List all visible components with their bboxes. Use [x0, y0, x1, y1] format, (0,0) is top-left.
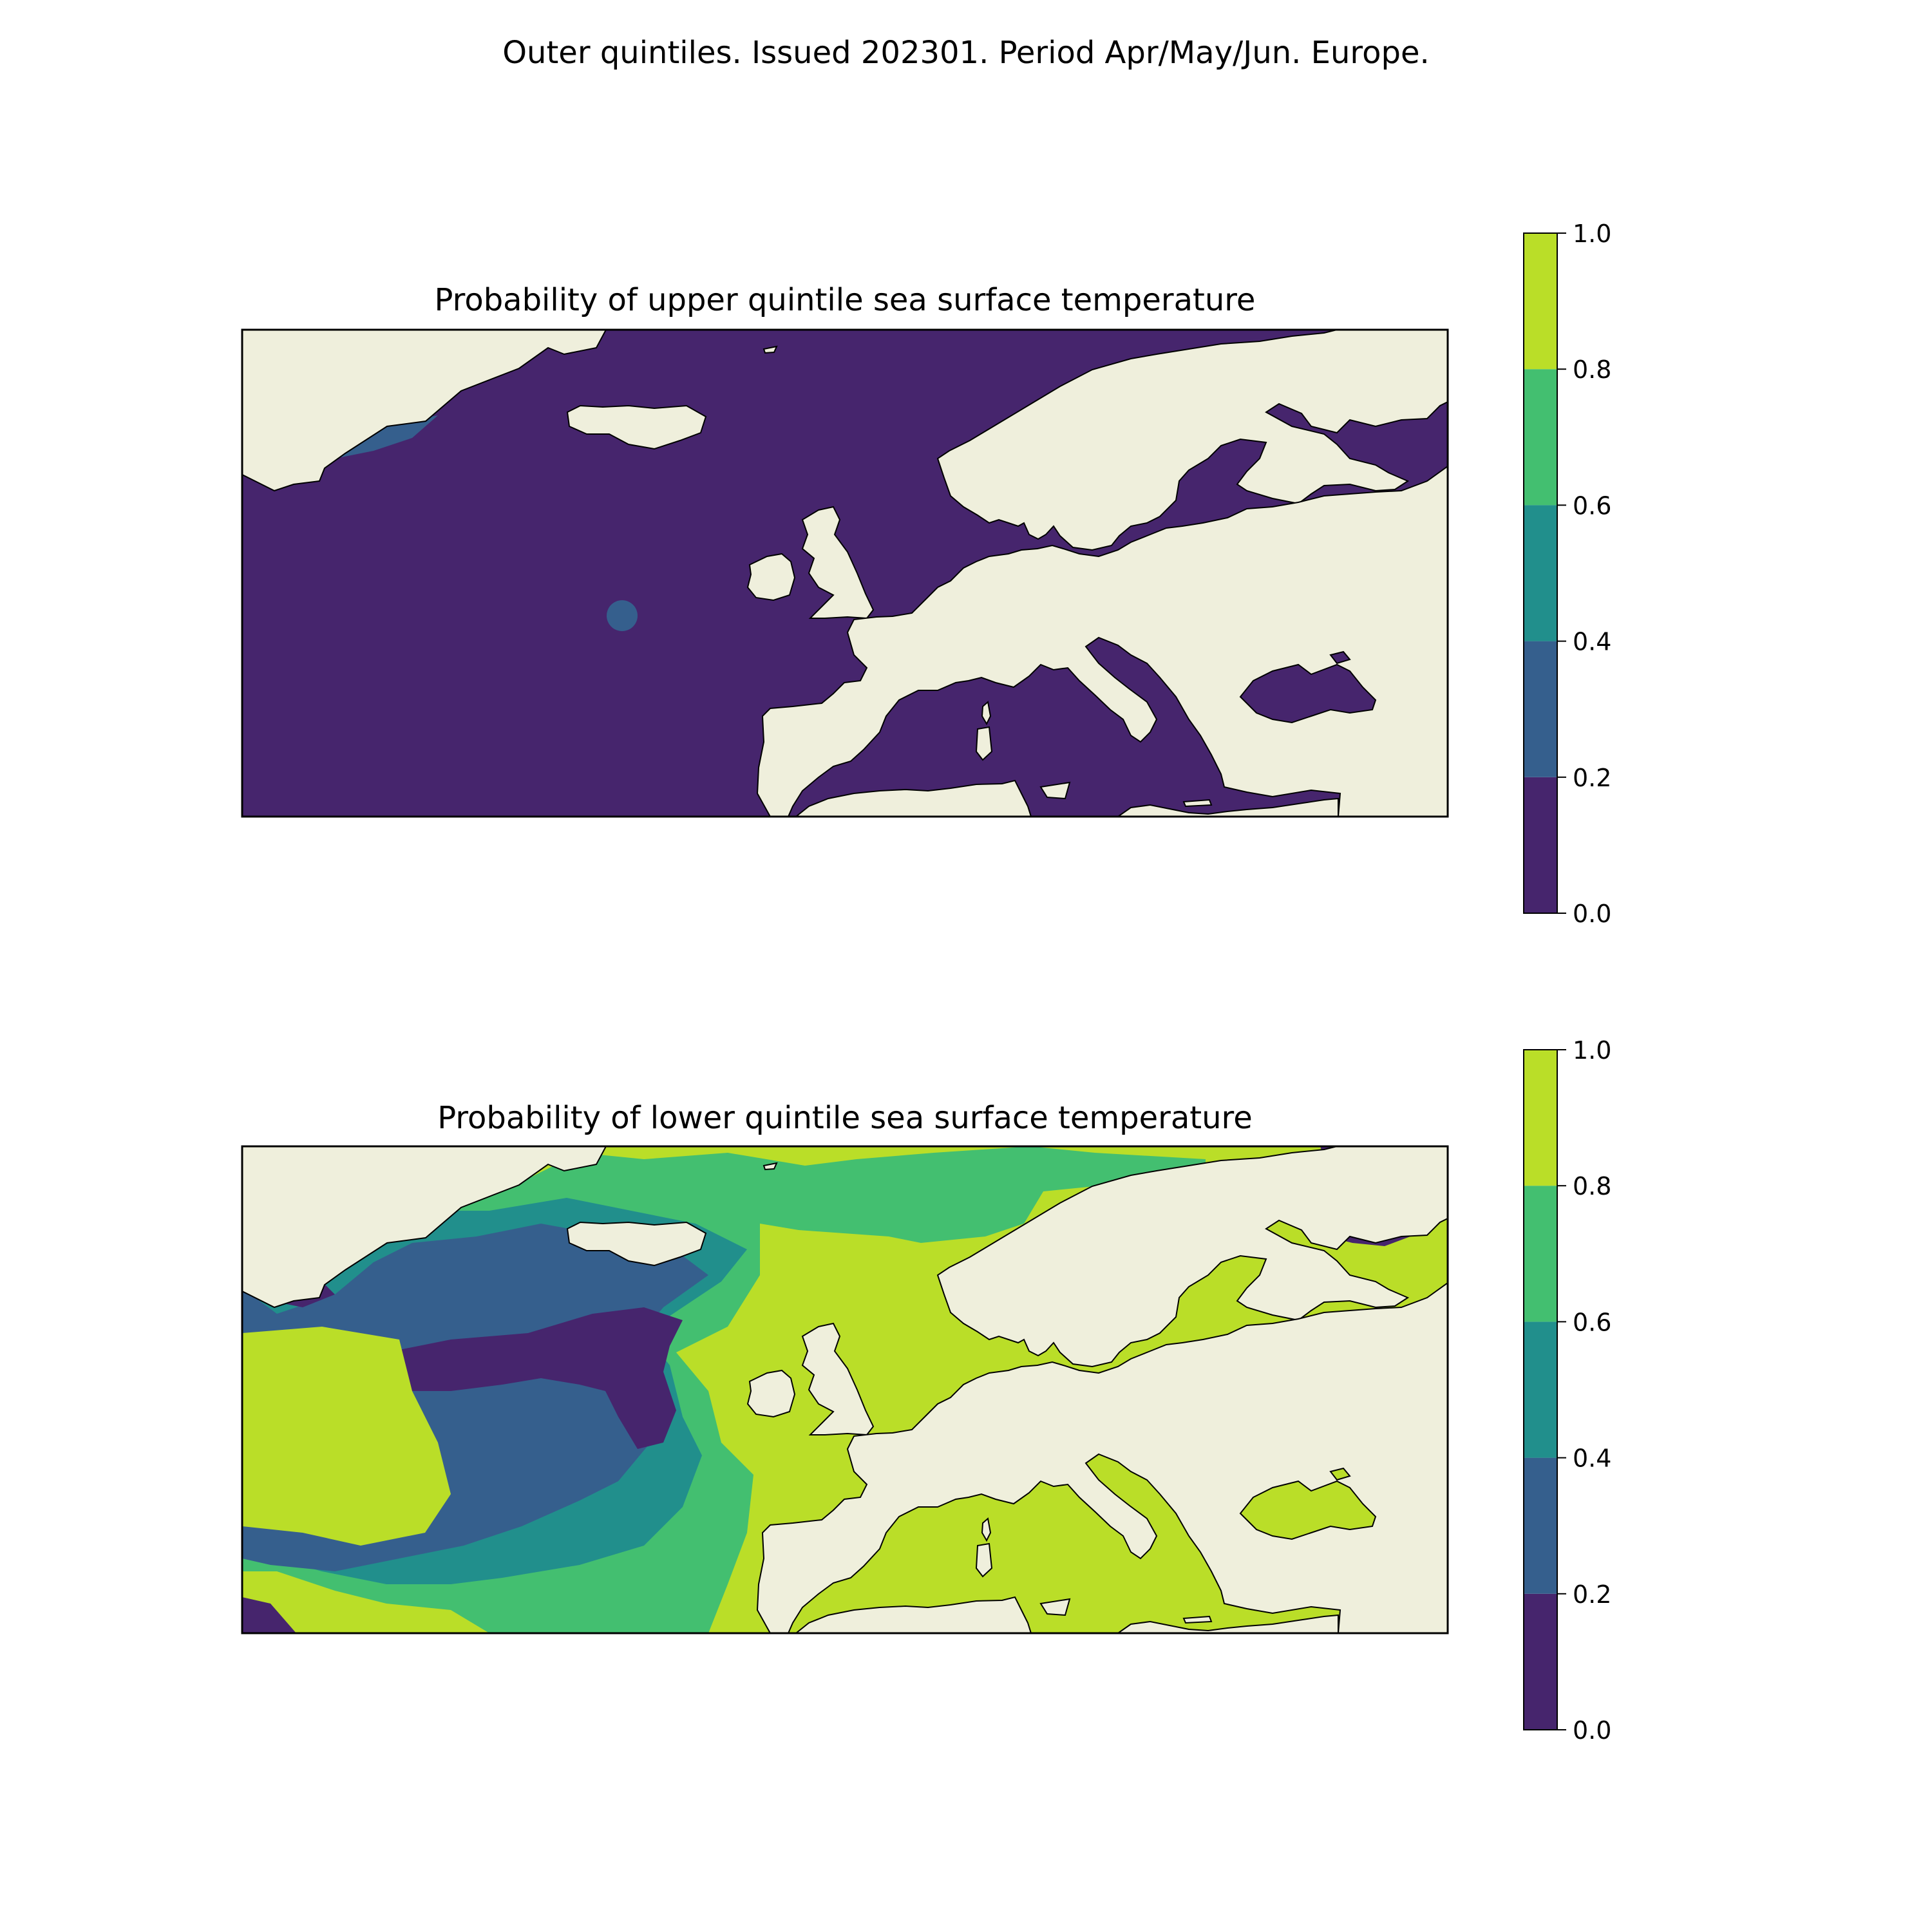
lower-colorbar-segment	[1524, 1593, 1557, 1730]
lower-map	[241, 1145, 1449, 1634]
upper-colorbar-tick-label: 0.0	[1573, 900, 1611, 928]
lower-colorbar-tick-label: 0.4	[1573, 1444, 1611, 1473]
upper-colorbar-segment	[1524, 233, 1557, 370]
upper-colorbar-tick-label: 0.4	[1573, 628, 1611, 656]
upper-colorbar-segment	[1524, 505, 1557, 641]
lower-colorbar-segment	[1524, 1457, 1557, 1594]
lower-panel-title: Probability of lower quintile sea surfac…	[437, 1100, 1253, 1136]
upper-colorbar-segment	[1524, 641, 1557, 777]
lower-colorbar: 0.0 0.2 0.4 0.6 0.8 1.0	[1523, 1036, 1611, 1745]
lower-colorbar-tick-label: 1.0	[1573, 1036, 1611, 1065]
upper-colorbar-segment	[1524, 369, 1557, 506]
upper-colorbar-tick-label: 0.6	[1573, 491, 1611, 520]
lower-map-west-high	[242, 1327, 451, 1546]
lower-colorbar-tick-label: 0.2	[1573, 1580, 1611, 1609]
lower-colorbar-segment	[1524, 1321, 1557, 1458]
upper-map-frame	[241, 328, 1449, 818]
figure-suptitle: Outer quintiles. Issued 202301. Period A…	[502, 35, 1430, 71]
lower-colorbar-tick-label: 0.0	[1573, 1716, 1611, 1745]
upper-colorbar-tick-label: 0.8	[1573, 355, 1611, 384]
upper-map-greenland-coastal-contour	[335, 415, 438, 457]
upper-colorbar-tick-label: 1.0	[1573, 220, 1611, 248]
lower-colorbar-frame	[1523, 1049, 1558, 1730]
upper-colorbar: 0.0 0.2 0.4 0.6 0.8 1.0	[1523, 220, 1611, 928]
upper-map-atlantic-patch	[607, 600, 638, 631]
lower-map-southwest-low	[242, 1597, 296, 1633]
upper-panel-title: Probability of upper quintile sea surfac…	[434, 282, 1256, 318]
lower-map-frame	[241, 1145, 1449, 1634]
lower-colorbar-segment	[1524, 1186, 1557, 1322]
upper-colorbar-tick-label: 0.2	[1573, 764, 1611, 792]
lower-colorbar-tick-label: 0.6	[1573, 1308, 1611, 1336]
lower-colorbar-tick-label: 0.8	[1573, 1172, 1611, 1200]
upper-colorbar-frame	[1523, 232, 1558, 914]
lower-map-contour-0.0-0.2	[380, 1307, 683, 1449]
upper-map	[241, 328, 1449, 818]
lower-colorbar-segment	[1524, 1050, 1557, 1186]
upper-colorbar-segment	[1524, 777, 1557, 913]
